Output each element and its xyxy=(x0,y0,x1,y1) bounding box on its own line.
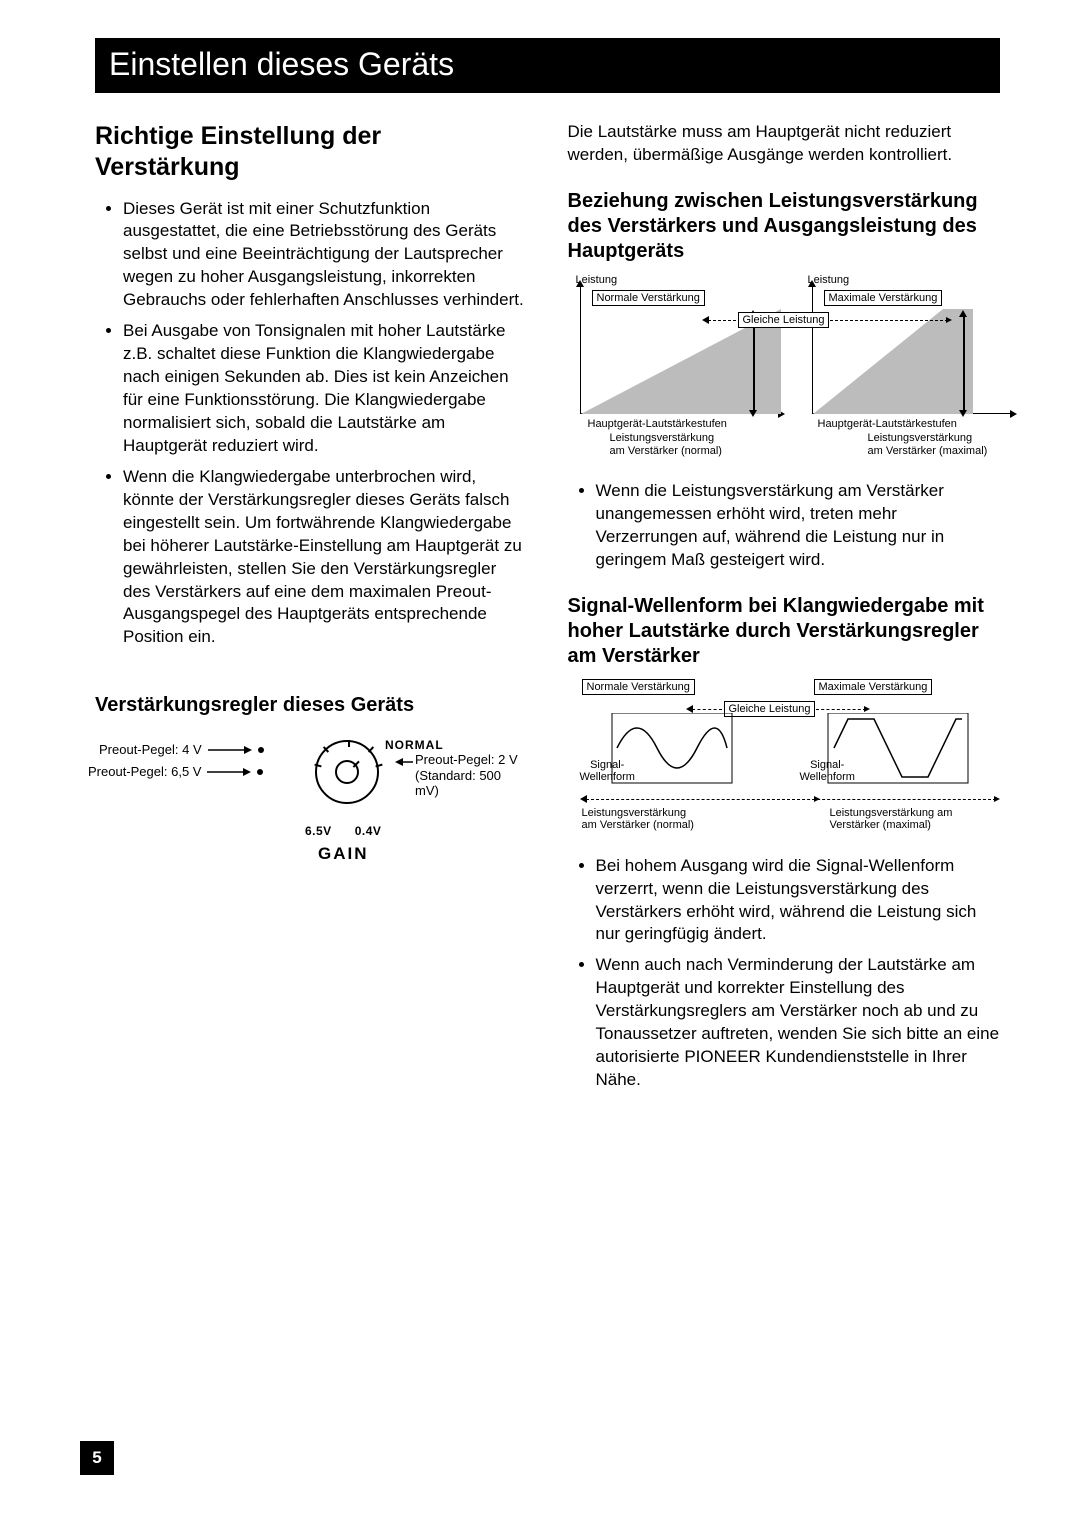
bullet: Wenn die Leistungsverstärkung am Verstär… xyxy=(596,480,1001,572)
sig-label: Wellenform xyxy=(800,771,855,784)
gain-lo: 6.5V xyxy=(305,824,332,838)
xaxis-label: Hauptgerät-Lautstärkestufen xyxy=(588,418,727,431)
caption: am Verstärker (normal) xyxy=(582,819,694,832)
bullet: Bei hohem Ausgang wird die Signal-Wellen… xyxy=(596,855,1001,947)
max-gain-box: Maximale Verstärkung xyxy=(814,679,933,695)
normal-gain-box: Normale Verstärkung xyxy=(582,679,695,695)
max-gain-box: Maximale Verstärkung xyxy=(824,290,943,306)
caption: Leistungsverstärkung xyxy=(582,807,694,820)
page-number: 5 xyxy=(80,1441,114,1475)
page-banner: Einstellen dieses Geräts xyxy=(95,38,1000,93)
right-bullets-1: Wenn die Leistungsverstärkung am Verstär… xyxy=(568,480,1001,572)
caption: Verstärker (maximal) xyxy=(830,819,953,832)
caption: Leistungsverstärkung am xyxy=(830,807,953,820)
left-subheading: Verstärkungsregler dieses Geräts xyxy=(95,693,528,718)
normal-label: NORMAL xyxy=(385,738,444,752)
bullet: Dieses Gerät ist mit einer Schutzfunktio… xyxy=(123,198,528,313)
right-column: Die Lautstärke muss am Hauptgerät nicht … xyxy=(568,121,1001,1100)
right-bullets-2: Bei hohem Ausgang wird die Signal-Wellen… xyxy=(568,855,1001,1092)
same-power-box: Gleiche Leistung xyxy=(738,312,830,328)
bullet: Wenn auch nach Verminderung der Lautstär… xyxy=(596,954,1001,1092)
gain-dial-icon xyxy=(315,740,379,804)
left-bullets: Dieses Gerät ist mit einer Schutzfunktio… xyxy=(95,198,528,650)
gain-word: GAIN xyxy=(318,844,369,864)
waveform-chart: Normale Verstärkung Maximale Verstärkung… xyxy=(568,679,1001,849)
normal-gain-box: Normale Verstärkung xyxy=(592,290,705,306)
caption: am Verstärker (maximal) xyxy=(868,445,988,458)
caption: Leistungsverstärkung xyxy=(868,432,988,445)
gain-diagram: Preout-Pegel: 4 V Preout-Pegel: 6,5 V NO… xyxy=(95,734,528,904)
sig-label: Wellenform xyxy=(580,771,635,784)
preout-4v-label: Preout-Pegel: 4 V xyxy=(99,742,202,757)
left-column: Richtige Einstellung der Verstärkung Die… xyxy=(95,121,528,1100)
preout-2v-default: (Standard: 500 mV) xyxy=(415,768,528,798)
gain-hi: 0.4V xyxy=(355,824,382,838)
sig-label: Signal- xyxy=(800,759,855,772)
preout-65v-label: Preout-Pegel: 6,5 V xyxy=(88,764,201,779)
xaxis-label: Hauptgerät-Lautstärkestufen xyxy=(818,418,957,431)
bullet: Wenn die Klangwiedergabe unterbrochen wi… xyxy=(123,466,528,650)
right-sub2: Signal-Wellenform bei Klangwiedergabe mi… xyxy=(568,594,1001,669)
preout-2v-label: Preout-Pegel: 2 V xyxy=(415,752,518,767)
left-heading: Richtige Einstellung der Verstärkung xyxy=(95,121,528,184)
right-intro: Die Lautstärke muss am Hauptgerät nicht … xyxy=(568,121,1001,167)
sig-label: Signal- xyxy=(580,759,635,772)
bullet: Bei Ausgabe von Tonsignalen mit hoher La… xyxy=(123,320,528,458)
caption: am Verstärker (normal) xyxy=(610,445,722,458)
power-relation-chart: Leistung Leistung Normale Verstärkung Ma… xyxy=(568,274,1001,474)
caption: Leistungsverstärkung xyxy=(610,432,722,445)
right-sub1: Beziehung zwischen Leistungsverstärkung … xyxy=(568,189,1001,264)
